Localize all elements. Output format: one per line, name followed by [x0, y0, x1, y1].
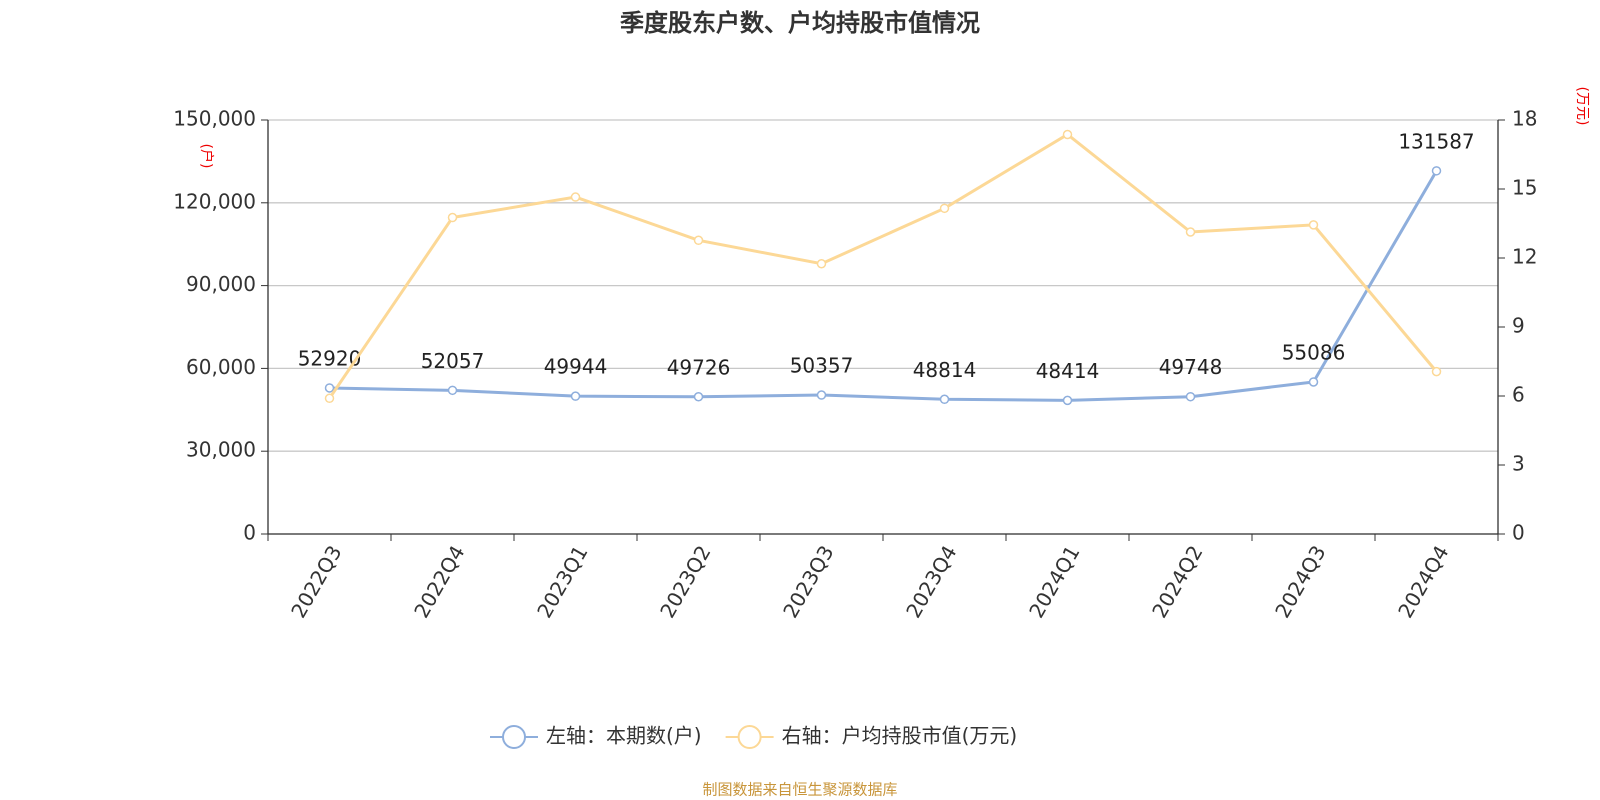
data-point — [816, 259, 827, 269]
legend-marker — [502, 725, 526, 749]
data-point — [1308, 377, 1319, 387]
data-point — [1431, 366, 1442, 377]
data-point — [1185, 227, 1196, 237]
data-point — [570, 391, 581, 401]
data-label: 48814 — [913, 358, 977, 382]
data-point — [693, 235, 704, 246]
chart-title: 季度股东户数、户均持股市值情况 — [620, 9, 980, 37]
data-point — [324, 393, 335, 404]
y-tick-label: 0 — [243, 521, 256, 545]
x-tick-label: 2024Q2 — [1147, 541, 1207, 622]
data-point — [939, 203, 950, 214]
legend-label: 左轴：本期数(户) — [546, 724, 702, 748]
y-tick-label: 150,000 — [173, 107, 256, 131]
y2-tick-label: 3 — [1512, 452, 1525, 476]
data-label: 131587 — [1398, 129, 1474, 153]
y2-tick-label: 6 — [1512, 383, 1525, 407]
data-point — [1308, 220, 1319, 230]
data-point — [447, 385, 458, 396]
y-tick-label: 120,000 — [173, 189, 256, 213]
data-label: 48414 — [1036, 359, 1100, 383]
data-label: 49726 — [667, 355, 731, 379]
data-point — [1185, 391, 1196, 402]
series-line — [328, 132, 1438, 400]
data-point — [816, 390, 827, 400]
x-tick-label: 2023Q1 — [532, 541, 592, 622]
data-label: 52057 — [421, 349, 485, 373]
source-note: 制图数据来自恒生聚源数据库 — [702, 781, 897, 799]
x-tick-label: 2023Q3 — [778, 541, 838, 622]
y2-axis-unit: (万元) — [1574, 87, 1590, 126]
y2-tick-label: 0 — [1512, 521, 1525, 545]
y2-tick-label: 15 — [1512, 176, 1537, 200]
data-point — [1062, 129, 1073, 140]
data-point — [447, 212, 458, 223]
y-axis-unit: (户) — [198, 144, 215, 169]
data-label: 50357 — [790, 354, 854, 378]
y2-tick-label: 12 — [1512, 245, 1537, 269]
x-tick-label: 2024Q3 — [1270, 541, 1330, 622]
y-tick-label: 90,000 — [186, 272, 256, 296]
y2-tick-label: 18 — [1512, 107, 1537, 131]
x-tick-label: 2023Q4 — [901, 541, 961, 622]
data-point — [693, 392, 704, 402]
x-tick-label: 2023Q2 — [655, 541, 715, 622]
data-point — [1062, 395, 1073, 406]
data-point — [570, 192, 581, 202]
x-tick-label: 2024Q4 — [1393, 541, 1453, 622]
series-line — [329, 170, 1438, 402]
x-tick-label: 2022Q4 — [409, 541, 469, 622]
y-tick-label: 30,000 — [186, 438, 256, 462]
data-point — [1431, 166, 1442, 176]
x-tick-label: 2022Q3 — [286, 541, 346, 622]
data-point — [939, 394, 950, 405]
x-tick-label: 2024Q1 — [1024, 541, 1084, 622]
data-point — [324, 383, 335, 393]
legend-marker — [737, 725, 762, 749]
y-tick-label: 60,000 — [186, 355, 256, 379]
legend-label: 右轴：户均持股市值(万元) — [782, 724, 1018, 748]
data-label: 49748 — [1159, 355, 1223, 379]
y2-tick-label: 9 — [1512, 314, 1525, 338]
data-label: 49944 — [544, 355, 608, 379]
data-label: 55086 — [1282, 340, 1346, 364]
